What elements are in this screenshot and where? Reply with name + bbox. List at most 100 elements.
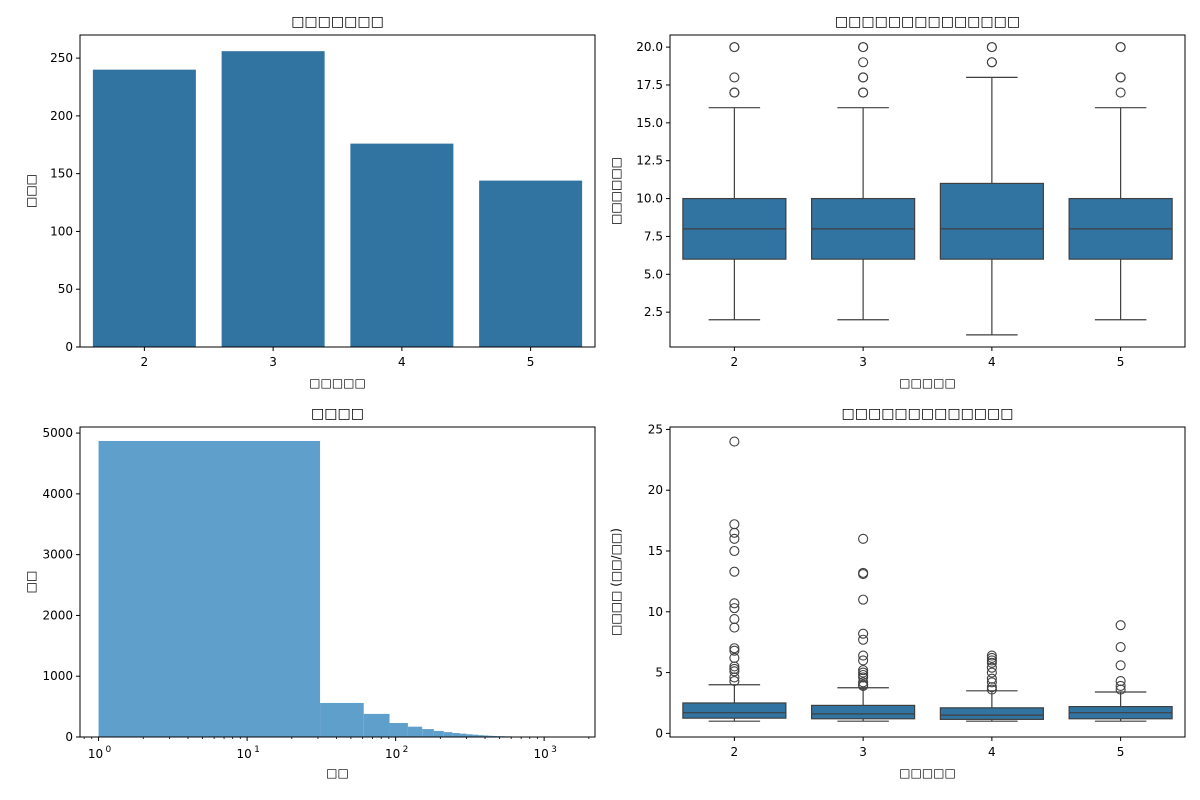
outlier-point [729,643,740,654]
hist-bin [363,713,390,737]
outlier-point [858,628,869,639]
outlier-point [858,665,869,676]
outlier-point [986,57,997,68]
hist-bin [443,732,453,737]
y-tick-label: 4000 [42,487,73,501]
hist-bin [472,734,479,737]
y-tick-label: 200 [50,109,73,123]
axes-frame [79,426,596,738]
outlier-point [858,650,869,661]
outlier-point [729,566,740,577]
x-axis-label: □□□□□ [899,766,956,780]
x-tick-label: 5 [1117,355,1125,369]
y-tick-label: 250 [50,51,73,65]
outlier-point [729,603,740,614]
x-tick-exponent: 1 [254,745,260,755]
outlier-point [858,567,869,578]
outlier-point [729,42,740,53]
hist-bin [483,735,489,737]
y-tick-label: 12.5 [636,154,663,168]
outlier-point [986,657,997,668]
y-tick-label: 15.0 [636,116,663,130]
hist-bin [433,730,444,737]
bar-4 [350,143,454,347]
y-tick-label: 2.5 [644,305,663,319]
hist-bin [98,440,321,737]
box-plot-panel-1: 2.55.07.510.012.515.017.520.02 3 4 5□□□□□□□… [609,14,1186,390]
y-tick-label: 50 [58,282,73,296]
hist-bin [422,729,434,737]
x-tick-label: 2 [731,355,739,369]
bar-3 [221,51,325,348]
axes-frame [669,426,1186,738]
x-tick-exponent: 3 [551,745,557,755]
outlier-point [858,594,869,605]
y-tick-label: 1000 [42,669,73,683]
axes-frame [79,34,596,348]
y-tick-label: 100 [50,224,73,238]
y-tick-label: 3000 [42,548,73,562]
x-tick-exponent: 0 [106,745,112,755]
y-tick-label: 150 [50,167,73,181]
x-tick-label: 3 [269,355,277,369]
chart-title: □□□□□□□□□□□□□□ [835,14,1020,30]
outlier-point [986,677,997,688]
x-tick-base: 10 [534,747,549,761]
hist-bin [407,726,423,737]
box-4 [939,182,1044,260]
outlier-point [1115,680,1126,691]
y-tick-label: 0 [65,340,73,354]
outlier-point [729,614,740,625]
y-axis-label: □□□ [24,174,38,208]
hist-bin [488,735,493,737]
outlier-point [986,652,997,664]
x-tick-label: 5 [527,355,535,369]
outlier-point [729,645,740,656]
outlier-point [858,667,869,678]
axes-frame [669,34,1186,348]
x-tick-label: 4 [988,355,996,369]
x-tick-label: 5 [1117,745,1125,759]
outlier-point [729,598,740,609]
y-tick-label: 0 [655,726,663,740]
outlier-point [858,72,869,83]
outlier-point [858,672,869,683]
y-tick-label: 25 [648,422,663,436]
outlier-point [729,622,740,633]
box-4 [939,707,1044,720]
hist-bin [452,733,460,737]
hist-bin [320,702,364,737]
bar-5 [479,180,583,347]
x-tick-label: 2 [141,355,149,369]
hist-bin [459,733,467,737]
outlier-point [858,57,869,68]
y-tick-label: 5 [655,666,663,680]
y-tick-label: 10 [648,605,663,619]
box-2 [682,702,787,719]
outlier-point [1115,87,1126,98]
outlier-point [858,679,869,690]
y-axis-label: □□ [24,571,38,594]
hist-bin [466,734,473,737]
y-axis-label: □□□□ (□□/□□) [609,528,623,636]
y-tick-label: 15 [648,544,663,558]
outlier-point [729,527,740,538]
chart-title: □□□□□□□ [291,14,384,30]
chart-title: □□□□ [311,406,364,422]
x-tick-label: 4 [398,355,406,369]
x-tick-base: 10 [385,747,400,761]
outlier-point [986,673,997,684]
x-axis-label: □□ [326,766,349,780]
x-tick-label: 3 [859,355,867,369]
outlier-point [858,87,869,98]
outlier-point [729,652,740,664]
y-axis-label: □□□□□□ [609,157,623,225]
bar-2 [92,69,196,348]
x-tick-label: 2 [731,745,739,759]
y-tick-label: 7.5 [644,229,663,243]
chart-title: □□□□□□□□□□□□□ [842,406,1014,422]
outlier-point [986,42,997,53]
